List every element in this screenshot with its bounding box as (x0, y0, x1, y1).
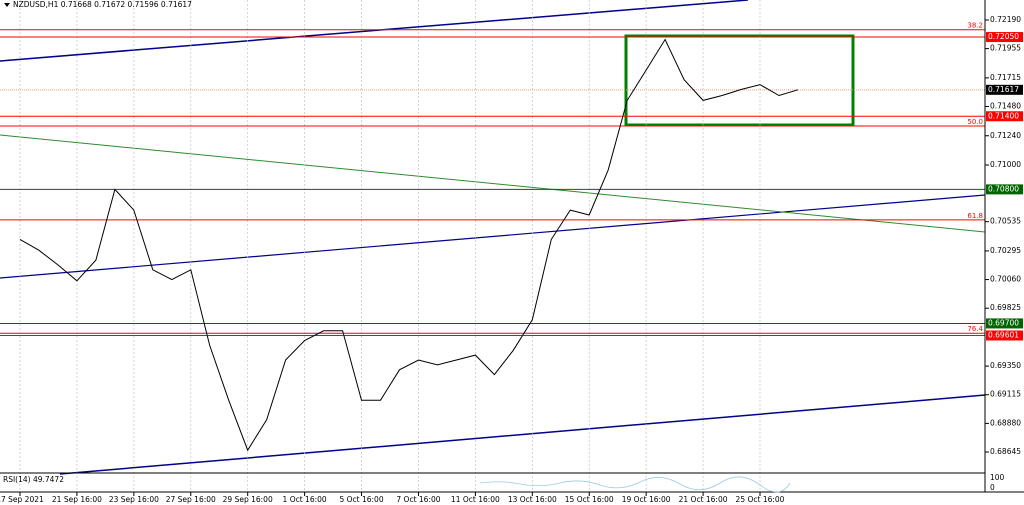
price-tag-label: 0.72050 (988, 32, 1019, 41)
trend-line (59, 394, 986, 475)
price-tag-label: 0.71400 (988, 111, 1019, 120)
price-tag (986, 184, 1023, 195)
price-line (19, 38, 799, 452)
price-tag (986, 32, 1023, 43)
y-tick-label: 0.71240 (990, 131, 1021, 140)
chart-title: NZDUSD,H1 0.71668 0.71672 0.71596 0.7161… (13, 0, 192, 9)
x-tick-label: 19 Oct 16:00 (622, 495, 671, 504)
rsi-line (479, 476, 791, 493)
y-tick-label: 0.69115 (990, 390, 1021, 399)
price-tag (986, 111, 1023, 122)
y-tick-label: 0.71715 (990, 73, 1021, 82)
y-tick-label: 0.71480 (990, 102, 1021, 111)
price-tag-label: 0.70800 (988, 184, 1019, 193)
fib-label: 38.2 (967, 22, 983, 30)
y-tick-label: 0.70060 (990, 275, 1021, 284)
price-tag-label: 0.69700 (988, 318, 1019, 327)
x-tick-label: 21 Oct 16:00 (679, 495, 728, 504)
x-tick-label: 23 Sep 16:00 (109, 495, 159, 504)
x-tick-label: 11 Oct 16:00 (451, 495, 500, 504)
y-tick-label: 0.68880 (990, 418, 1021, 427)
price-tag (986, 318, 1023, 329)
y-tick-label: 0.70295 (990, 246, 1021, 255)
x-tick-label: 27 Sep 16:00 (166, 495, 216, 504)
fib-label: 50.0 (967, 118, 983, 126)
x-tick-label: 7 Oct 16:00 (396, 495, 440, 504)
x-tick-label: 1 Oct 16:00 (283, 495, 327, 504)
x-tick-label: 25 Oct 16:00 (736, 495, 785, 504)
x-tick-label: 13 Oct 16:00 (508, 495, 557, 504)
x-tick-label: 21 Sep 16:00 (52, 495, 102, 504)
y-tick-label: 0.72190 (990, 15, 1021, 24)
y-tick-label: 0.69350 (990, 361, 1021, 370)
price-tag-label: 0.69601 (988, 331, 1019, 340)
rsi-tick-label: 100 (990, 473, 1005, 482)
trend-line (0, 0, 749, 62)
price-tag (986, 84, 1023, 95)
y-tick-label: 0.68645 (990, 447, 1021, 456)
price-tag (986, 330, 1023, 341)
y-tick-label: 0.71955 (990, 44, 1021, 53)
trend-line (0, 194, 986, 279)
range-box (624, 34, 855, 127)
trend-line (0, 134, 986, 233)
x-tick-label: 5 Oct 16:00 (339, 495, 383, 504)
y-tick-label: 0.69825 (990, 303, 1021, 312)
x-tick-label: 17 Sep 2021 (0, 495, 44, 504)
fib-label: 76.4 (967, 325, 983, 333)
rsi-label: RSI(14) 49.7472 (3, 475, 64, 484)
x-tick-label: 29 Sep 16:00 (223, 495, 273, 504)
rsi-tick-label: 0 (990, 483, 995, 492)
y-tick-label: 0.71000 (990, 160, 1021, 169)
menu-arrow[interactable] (4, 3, 10, 7)
x-tick-label: 15 Oct 16:00 (565, 495, 614, 504)
fib-label: 61.8 (967, 212, 983, 220)
price-tag-label: 0.71617 (988, 85, 1019, 94)
plot (0, 0, 985, 492)
y-tick-label: 0.70535 (990, 217, 1021, 226)
